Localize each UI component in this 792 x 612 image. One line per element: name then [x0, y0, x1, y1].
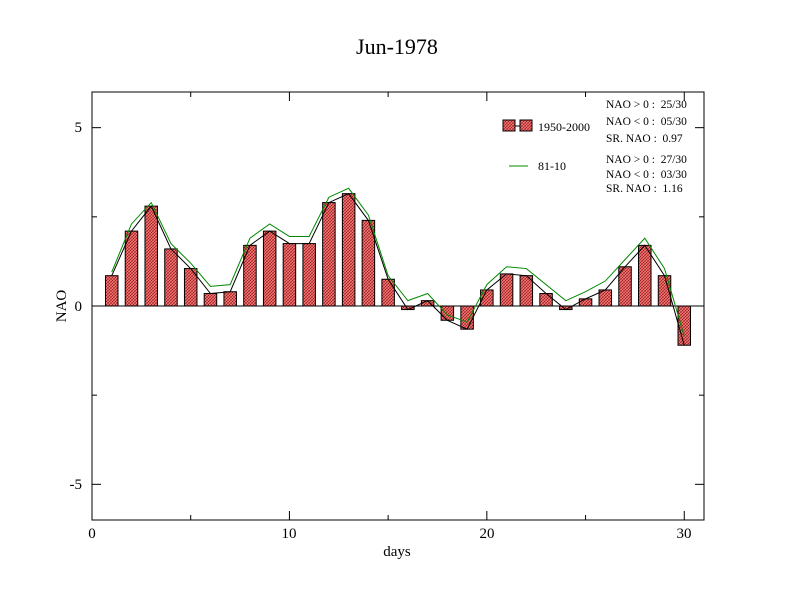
- chart-title: Jun-1978: [356, 34, 438, 59]
- series-1950-2000-line: [111, 193, 685, 346]
- bar-day-4: [164, 248, 178, 307]
- bars-layer: [104, 193, 692, 346]
- bar-day-1: [104, 275, 119, 307]
- legend-label-1950-2000: 1950-2000: [538, 120, 590, 134]
- legend-bar-swatch-right: [519, 119, 533, 132]
- bar-day-7: [223, 291, 237, 307]
- bar-day-30: [677, 305, 692, 346]
- stats-annotations: NAO > 0 : 25/30 NAO < 0 : 05/30 SR. NAO …: [606, 99, 687, 195]
- bar-day-28: [638, 244, 652, 307]
- bar-day-15: [381, 278, 395, 307]
- legend-bar-swatch-left: [502, 119, 516, 132]
- x-tick-label-30: 30: [677, 526, 692, 542]
- bar-day-10: [282, 243, 297, 307]
- bar-day-3: [144, 205, 158, 307]
- bar-day-11: [302, 243, 316, 307]
- series-81-10-line: [111, 187, 685, 337]
- bar-day-2: [124, 230, 139, 307]
- bar-day-9: [262, 230, 277, 307]
- y-axis-label: NAO: [54, 290, 70, 323]
- x-tick-label-20: 20: [480, 526, 495, 542]
- bar-day-23: [539, 293, 553, 307]
- y-tick-label-5: 5: [75, 120, 83, 136]
- y-axis: -5 0 5: [70, 120, 83, 493]
- bar-day-25: [578, 298, 593, 307]
- stat-group2-sr: SR. NAO : 1.16: [606, 183, 683, 195]
- stat-group1-sr: SR. NAO : 0.97: [606, 133, 683, 145]
- bar-day-13: [341, 193, 356, 307]
- line-layer: [111, 187, 685, 346]
- stat-group2-negative: NAO < 0 : 03/30: [606, 169, 687, 181]
- legend-label-81-10: 81-10: [538, 159, 566, 173]
- x-axis: 0 10 20 30: [88, 526, 691, 542]
- x-tick-label-10: 10: [282, 526, 297, 542]
- bar-day-18: [440, 305, 455, 321]
- ticks-layer: [91, 92, 704, 520]
- y-tick-label-0: 0: [75, 299, 83, 315]
- legend: 1950-2000 81-10: [502, 119, 590, 173]
- stat-group1-positive: NAO > 0 : 25/30: [606, 99, 687, 111]
- x-axis-label: days: [383, 544, 411, 560]
- stat-group2-positive: NAO > 0 : 27/30: [606, 154, 687, 166]
- x-tick-label-0: 0: [88, 526, 96, 542]
- bar-day-6: [203, 293, 218, 307]
- bar-day-12: [322, 202, 336, 307]
- bar-day-21: [499, 273, 514, 307]
- bar-day-19: [460, 305, 474, 330]
- y-tick-label-neg5: -5: [70, 477, 83, 493]
- stat-group1-negative: NAO < 0 : 05/30: [606, 116, 687, 128]
